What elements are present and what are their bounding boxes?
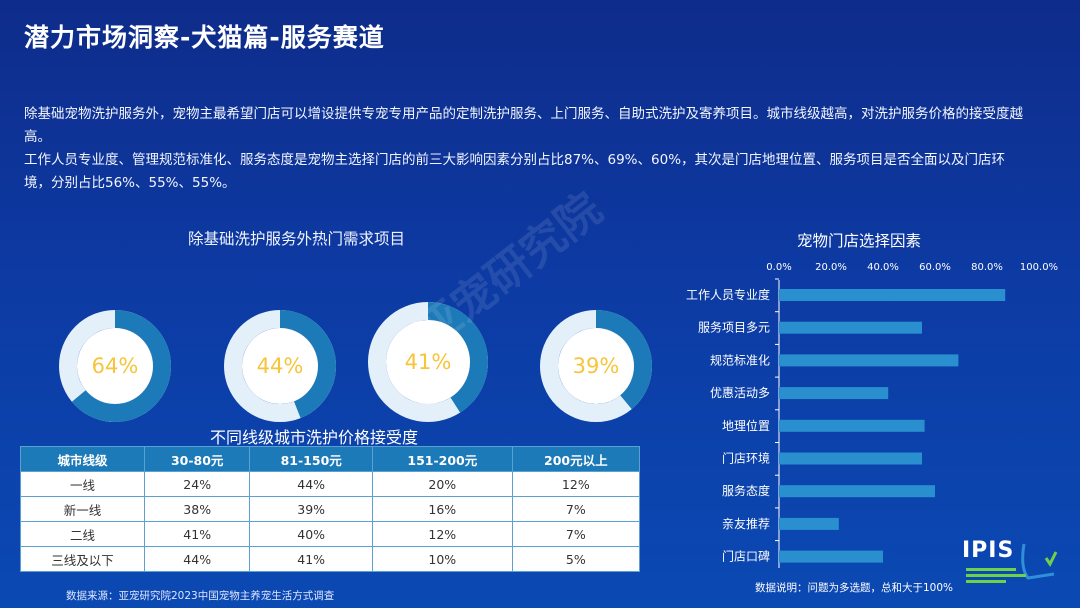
- bar-1: [779, 289, 1006, 301]
- donut-center: [558, 328, 634, 404]
- logo-text: IPIS: [962, 538, 1015, 563]
- page-title: 潜力市场洞察-犬猫篇-服务赛道: [24, 23, 385, 52]
- table-cell: 38%: [143, 496, 251, 522]
- donut-1: [59, 310, 171, 423]
- table-cell: 10%: [371, 546, 513, 572]
- donut-chart-title: 除基础洗护服务外热门需求项目: [188, 230, 406, 248]
- donut-center: [386, 320, 470, 404]
- bar-x-tick-label: 20.0%: [815, 262, 847, 273]
- table-header-cell: 200元以上: [511, 446, 641, 472]
- intro-paragraph-2: 工作人员专业度、管理规范标准化、服务态度是宠物主选择门店的前三大影响因素分别占比…: [24, 152, 1006, 191]
- table-row: 三线及以下 44% 41% 10% 5%: [20, 546, 641, 572]
- bar-5: [779, 419, 925, 432]
- table-cell: 40%: [249, 521, 373, 547]
- table-row: 一线 24% 44% 20% 12%: [20, 471, 641, 497]
- table-cell: 12%: [511, 471, 641, 497]
- donut-label-1: 64%: [91, 354, 139, 378]
- ipis-logo: IPIS: [962, 538, 1062, 596]
- table-cell: 三线及以下: [20, 546, 145, 572]
- bar-category-label: 工作人员专业度: [686, 287, 770, 302]
- bar-category-label: 优惠活动多: [710, 386, 770, 400]
- table-title: 不同线级城市洗护价格接受度: [210, 428, 419, 447]
- bar-category-label: 门店环境: [722, 451, 770, 466]
- donut-value-arc: [280, 310, 336, 419]
- donut-label-2: 44%: [256, 354, 304, 378]
- donut-center: [242, 328, 318, 404]
- table-cell: 二线: [20, 521, 145, 547]
- price-acceptance-table: 城市线级 30-80元 81-150元 151-200元 200元以上 一线 2…: [20, 446, 641, 572]
- table-cell: 39%: [249, 496, 373, 522]
- bar-x-tick-label: 100.0%: [1020, 262, 1058, 273]
- bar-category-label: 规范标准化: [710, 352, 770, 367]
- table-header-cell: 城市线级: [20, 446, 145, 472]
- table-cell: 7%: [511, 521, 641, 547]
- bar-chart-title: 宠物门店选择因素: [797, 232, 922, 250]
- table-header-row: 城市线级 30-80元 81-150元 151-200元 200元以上: [20, 446, 641, 472]
- donut-value-arc: [428, 302, 488, 413]
- bar-x-tick-label: 60.0%: [919, 262, 951, 273]
- bar-category-label: 地理位置: [722, 418, 770, 433]
- donut-value-arc: [71, 310, 171, 423]
- logo-mark-icon: [966, 543, 1058, 583]
- table-row: 二线 41% 40% 12% 7%: [20, 521, 641, 547]
- bar-x-tick-label: 80.0%: [971, 262, 1003, 273]
- bar-8: [779, 517, 839, 530]
- donut-chart-svg: [59, 302, 652, 423]
- data-source: 数据来源：亚宠研究院2023中国宠物主养宠生活方式调查: [66, 590, 335, 602]
- bar-category-label: 亲友推荐: [722, 517, 770, 531]
- bar-2: [779, 321, 922, 334]
- table-header-cell: 30-80元: [143, 446, 251, 472]
- table-header-cell: 81-150元: [249, 446, 373, 472]
- bar-x-tick-label: 0.0%: [766, 262, 791, 273]
- bar-6: [779, 452, 922, 465]
- bar-4: [779, 387, 889, 400]
- bar-x-tick-label: 40.0%: [867, 262, 899, 273]
- bar-category-label: 门店口碑: [722, 549, 770, 564]
- bar-chart-note: 数据说明：问题为多选题，总和大于100%: [755, 582, 954, 594]
- donut-label-4: 39%: [572, 354, 620, 378]
- table-cell: 44%: [249, 471, 373, 497]
- donut-2: [224, 310, 336, 422]
- donut-label-3: 41%: [404, 350, 452, 374]
- bar-category-label: 服务项目多元: [698, 320, 770, 335]
- bar-3: [779, 354, 959, 367]
- table-cell: 41%: [249, 546, 373, 572]
- intro-text: 除基础宠物洗护服务外，宠物主最希望门店可以增设提供专宠专用产品的定制洗护服务、上…: [24, 103, 1024, 195]
- donut-4: [540, 310, 652, 422]
- donut-3: [368, 302, 488, 422]
- donut-value-arc: [596, 310, 652, 410]
- donut-center: [77, 328, 153, 404]
- bar-category-label: 服务态度: [722, 483, 770, 498]
- table-cell: 一线: [20, 471, 145, 497]
- table-cell: 16%: [371, 496, 513, 522]
- bar-9: [779, 550, 883, 563]
- table-header-cell: 151-200元: [371, 446, 513, 472]
- table-cell: 7%: [511, 496, 641, 522]
- table-cell: 5%: [511, 546, 641, 572]
- intro-paragraph-1: 除基础宠物洗护服务外，宠物主最希望门店可以增设提供专宠专用产品的定制洗护服务、上…: [24, 106, 1023, 145]
- table-cell: 44%: [143, 546, 251, 572]
- table-cell: 新一线: [20, 496, 145, 522]
- table-cell: 24%: [143, 471, 251, 497]
- table-row: 新一线 38% 39% 16% 7%: [20, 496, 641, 522]
- bar-7: [779, 485, 935, 498]
- table-cell: 20%: [371, 471, 513, 497]
